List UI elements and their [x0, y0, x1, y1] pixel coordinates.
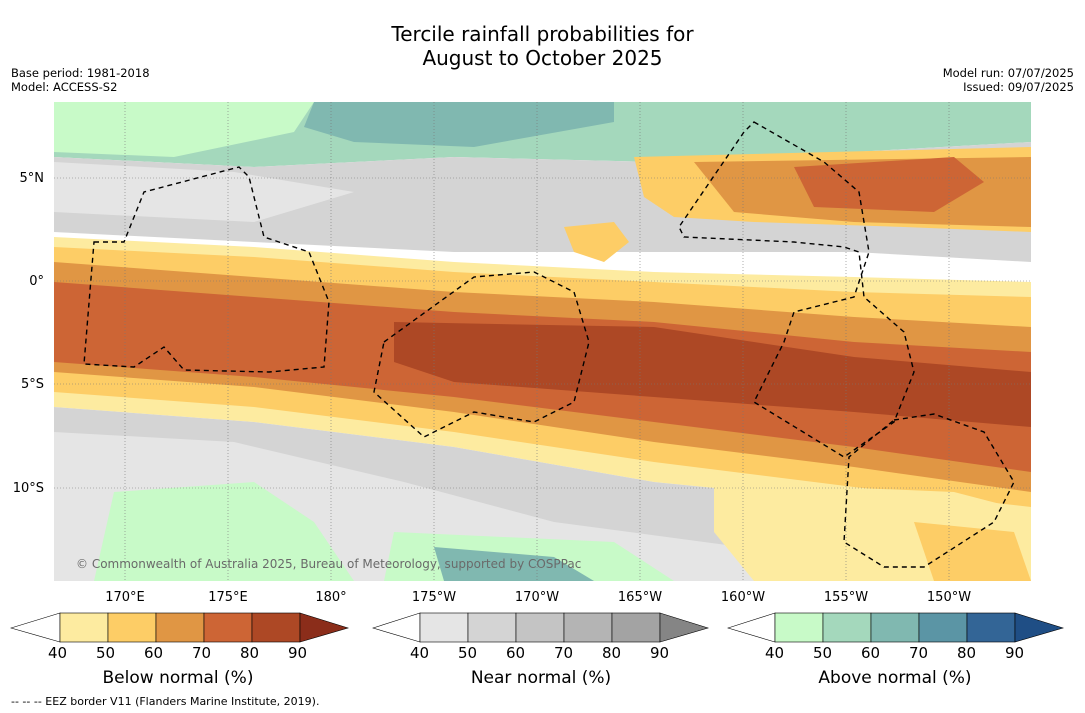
colorbar-near-normal — [372, 612, 710, 643]
colorbar-near-swatch-4 — [563, 612, 613, 643]
colorbar-near-title: Near normal (%) — [470, 668, 612, 688]
colorbar-below-tick-50: 50 — [96, 644, 116, 662]
colorbar-near-swatch-5 — [611, 612, 661, 643]
colorbar-near-swatch-1 — [419, 612, 469, 643]
colorbar-above-swatch-2 — [822, 612, 872, 643]
colorbar-below-tick-60: 60 — [144, 644, 164, 662]
colorbar-above-swatch-5 — [966, 612, 1016, 643]
colorbar-below-swatch-2 — [107, 612, 157, 643]
meta-left: Base period: 1981-2018 Model: ACCESS-S2 — [11, 66, 150, 94]
colorbar-above-swatch-3 — [870, 612, 920, 643]
colorbar-above-tick-40: 40 — [765, 644, 785, 662]
lat-label-5s: 5°S — [20, 377, 44, 392]
colorbar-near-tick-40: 40 — [410, 644, 430, 662]
model-name: Model: ACCESS-S2 — [11, 80, 118, 94]
colorbar-above-swatch-6 — [1014, 612, 1065, 643]
colorbar-near-swatch-0 — [372, 612, 421, 643]
colorbar-below-tick-80: 80 — [240, 644, 260, 662]
band-above-s-core — [434, 547, 594, 581]
probability-bands — [54, 102, 1031, 581]
band-near-north-light — [54, 162, 354, 222]
lon-label-170e: 170°E — [105, 590, 145, 605]
colorbar-below-swatch-3 — [155, 612, 205, 643]
rainfall-probability-map: © Commonwealth of Australia 2025, Bureau… — [54, 102, 1031, 581]
title-line-1: Tercile rainfall probabilities for — [391, 22, 694, 46]
meta-right: Model run: 07/07/2025 Issued: 09/07/2025 — [943, 66, 1074, 94]
colorbar-above-swatch-1 — [774, 612, 824, 643]
band-below-small — [564, 222, 629, 262]
colorbar-below-tick-40: 40 — [48, 644, 68, 662]
copyright-notice: © Commonwealth of Australia 2025, Bureau… — [76, 557, 581, 571]
lon-label-175w: 175°W — [411, 590, 457, 605]
lon-label-155w: 155°W — [823, 590, 869, 605]
colorbar-above-tick-50: 50 — [813, 644, 833, 662]
lon-label-170w: 170°W — [514, 590, 560, 605]
eez-border-kiribati-central — [373, 271, 590, 438]
colorbar-above-normal — [727, 612, 1065, 643]
lon-label-150w: 150°W — [926, 590, 972, 605]
band-above-north-core — [304, 102, 614, 147]
colorbar-below-swatch-0 — [10, 612, 61, 643]
eez-footnote: -- -- -- EEZ border V11 (Flanders Marine… — [11, 695, 320, 708]
map-title: Tercile rainfall probabilities for Augus… — [0, 22, 1085, 70]
colorbar-near-tick-60: 60 — [506, 644, 526, 662]
base-period: Base period: 1981-2018 — [11, 66, 150, 80]
colorbar-near-tick-70: 70 — [554, 644, 574, 662]
eez-border-kiribati-east — [678, 121, 915, 458]
colorbar-above-tick-70: 70 — [909, 644, 929, 662]
band-below-eq-90 — [394, 322, 1031, 427]
lon-label-175e: 175°E — [208, 590, 248, 605]
colorbar-above-tick-80: 80 — [957, 644, 977, 662]
colorbar-below-swatch-5 — [251, 612, 301, 643]
band-above-north-light — [54, 102, 314, 157]
lat-label-10s: 10°S — [12, 481, 44, 496]
colorbar-above-swatch-0 — [727, 612, 776, 643]
band-above-sw — [94, 482, 354, 581]
lat-label-5n: 5°N — [19, 171, 45, 186]
colorbar-above-tick-60: 60 — [861, 644, 881, 662]
eez-borders — [83, 121, 1015, 568]
band-below-se-mid — [914, 522, 1031, 581]
colorbar-near-tick-80: 80 — [602, 644, 622, 662]
lat-label-0: 0° — [29, 274, 44, 289]
colorbar-near-swatch-3 — [515, 612, 565, 643]
title-line-2: August to October 2025 — [422, 46, 663, 70]
colorbar-above-swatch-4 — [918, 612, 968, 643]
colorbar-above-tick-90: 90 — [1005, 644, 1025, 662]
colorbar-near-swatch-6 — [659, 612, 710, 643]
colorbar-below-normal — [10, 612, 350, 643]
lon-label-180: 180° — [315, 590, 347, 605]
colorbar-below-swatch-1 — [59, 612, 109, 643]
issued-date: Issued: 09/07/2025 — [963, 80, 1074, 94]
colorbar-below-tick-90: 90 — [288, 644, 308, 662]
colorbar-below-swatch-6 — [299, 612, 350, 643]
eez-border-polynesia — [843, 413, 1015, 568]
band-below-ne-core — [794, 157, 984, 212]
lon-label-165w: 165°W — [617, 590, 663, 605]
model-run: Model run: 07/07/2025 — [942, 66, 1074, 80]
colorbar-below-swatch-4 — [203, 612, 253, 643]
colorbar-below-tick-70: 70 — [192, 644, 212, 662]
lon-label-160w: 160°W — [720, 590, 766, 605]
colorbar-below-title: Below normal (%) — [102, 668, 254, 688]
colorbar-above-title: Above normal (%) — [818, 668, 972, 688]
colorbar-near-tick-50: 50 — [458, 644, 478, 662]
colorbar-near-swatch-2 — [467, 612, 517, 643]
colorbar-near-tick-90: 90 — [650, 644, 670, 662]
